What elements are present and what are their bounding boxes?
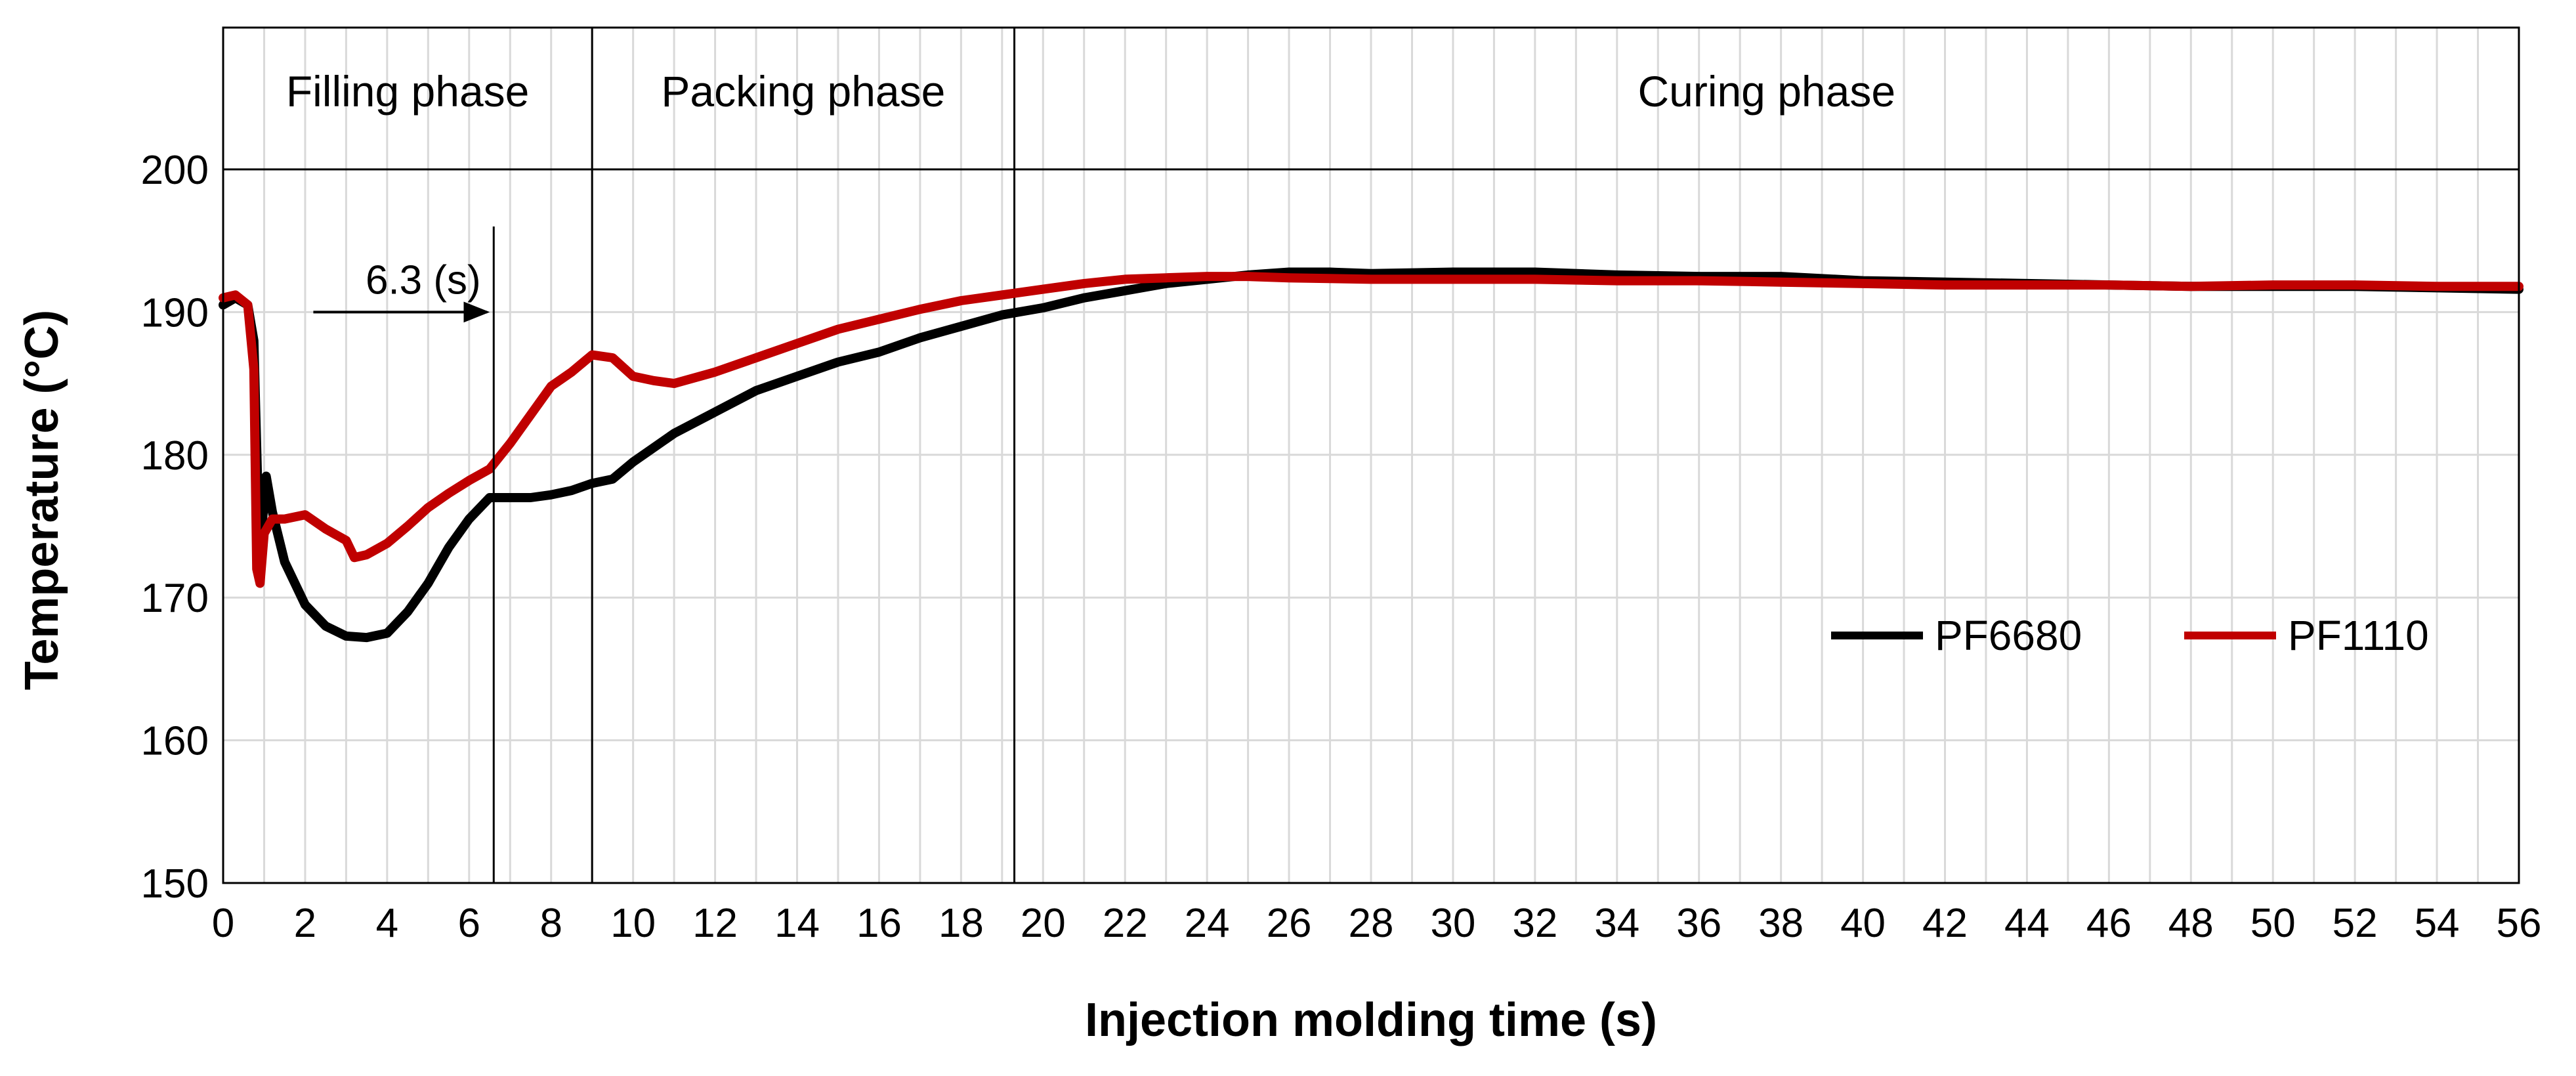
x-tick-label: 22: [1103, 901, 1148, 946]
legend-label-pf6680: PF6680: [1935, 612, 2082, 659]
annotation: 6.3 (s): [313, 226, 495, 883]
x-tick-label: 40: [1840, 901, 1886, 946]
x-tick-label: 42: [1922, 901, 1968, 946]
x-tick-label: 16: [856, 901, 902, 946]
x-tick-label: 52: [2333, 901, 2378, 946]
legend-label-pf1110: PF1110: [2288, 612, 2429, 659]
y-tick-label: 190: [141, 290, 209, 335]
x-tick-label: 38: [1758, 901, 1804, 946]
x-tick-label: 44: [2004, 901, 2050, 946]
phase-regions: Filling phase Packing phase Curing phase: [223, 28, 2519, 883]
x-tick-label: 20: [1021, 901, 1066, 946]
y-tick-label: 170: [141, 576, 209, 621]
x-tick-label: 54: [2415, 901, 2460, 946]
x-tick-label: 28: [1349, 901, 1394, 946]
grid-lines: [223, 28, 2519, 883]
x-tick-label: 18: [939, 901, 984, 946]
x-tick-label: 10: [610, 901, 656, 946]
x-tick-label: 12: [692, 901, 738, 946]
x-tick-label: 56: [2497, 901, 2542, 946]
x-axis-title: Injection molding time (s): [1085, 994, 1657, 1046]
y-axis-title: Temperature (°C): [16, 310, 68, 691]
phase-label: Packing phase: [661, 67, 945, 116]
x-tick-label: 30: [1430, 901, 1475, 946]
x-tick-label: 24: [1185, 901, 1230, 946]
x-tick-label: 0: [212, 901, 234, 946]
legend: PF6680 PF1110: [1831, 612, 2429, 659]
x-tick-label: 46: [2086, 901, 2132, 946]
y-tick-label: 150: [141, 861, 209, 907]
data-series: [219, 267, 2523, 643]
x-tick-label: 36: [1676, 901, 1721, 946]
y-tick-label: 200: [141, 148, 209, 193]
x-tick-label: 26: [1267, 901, 1312, 946]
phase-label: Curing phase: [1637, 67, 1895, 116]
phase-label: Filling phase: [286, 67, 530, 116]
x-tick-label: 32: [1512, 901, 1557, 946]
x-tick-label: 14: [774, 901, 820, 946]
x-tick-label: 48: [2168, 901, 2214, 946]
x-tick-label: 2: [294, 901, 316, 946]
x-tick-label: 4: [376, 901, 398, 946]
x-tick-label: 50: [2250, 901, 2296, 946]
series-line-pf6680: [219, 267, 2523, 643]
x-tick-label: 8: [539, 901, 562, 946]
x-tick-label: 34: [1594, 901, 1639, 946]
series-line-pf1110: [219, 272, 2523, 588]
y-tick-label: 160: [141, 719, 209, 764]
annotation-label: 6.3 (s): [366, 257, 481, 303]
y-tick-label: 180: [141, 433, 209, 479]
plot-frame: [222, 26, 2520, 884]
x-tick-label: 6: [458, 901, 480, 946]
